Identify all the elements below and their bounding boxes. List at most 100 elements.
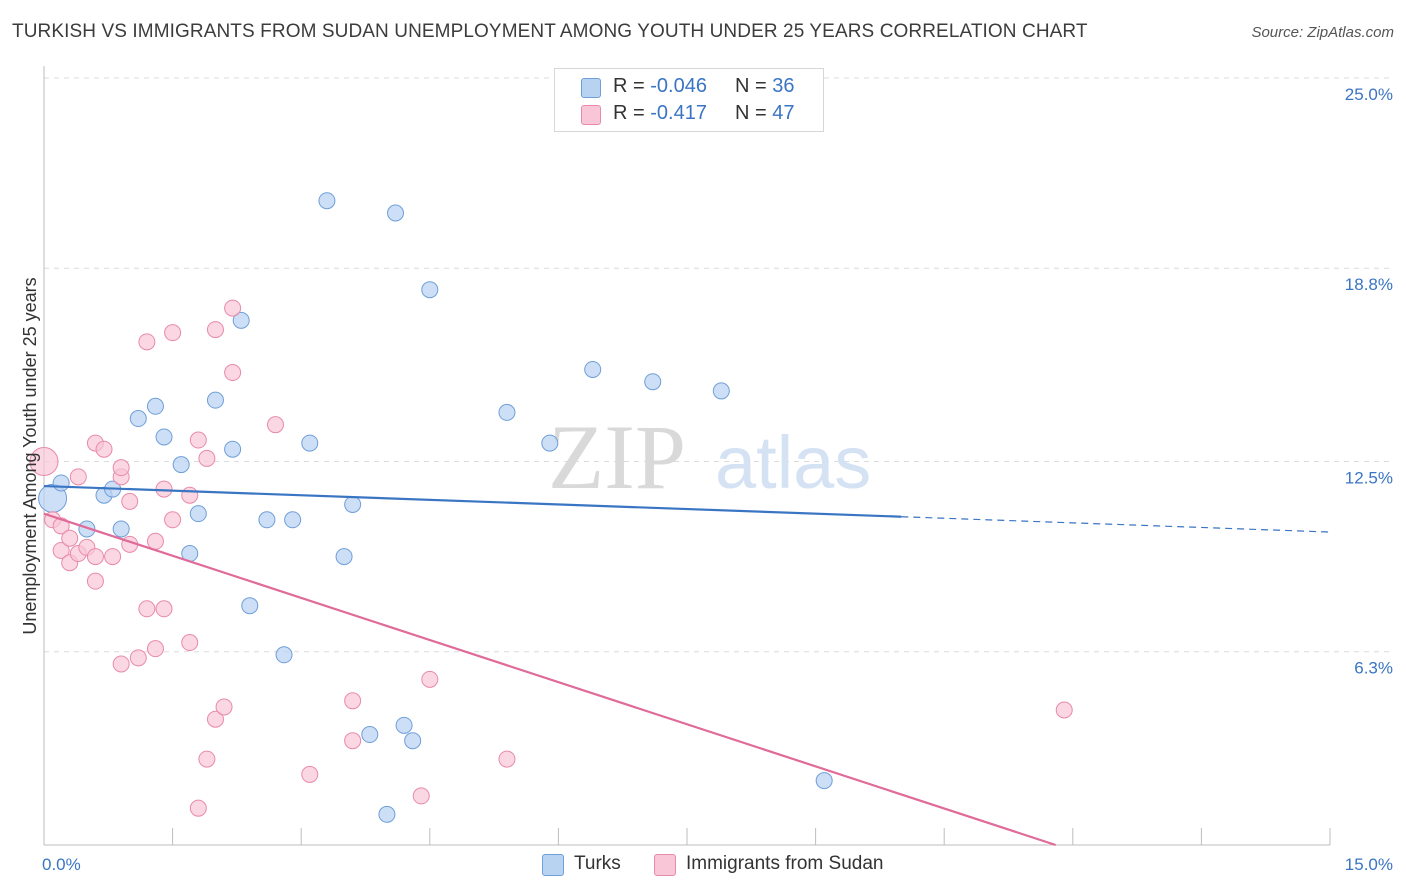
sudan-point <box>138 333 156 351</box>
sudan-point <box>138 600 156 618</box>
turks-point <box>52 474 70 492</box>
turks-point <box>224 440 242 458</box>
sudan-point <box>344 692 362 710</box>
turks-point <box>361 726 379 744</box>
sudan-point <box>215 698 233 716</box>
watermark-zip: ZIP <box>548 406 686 508</box>
trend-lines <box>43 484 1331 847</box>
sudan-point <box>198 750 216 768</box>
chart-source: Source: ZipAtlas.com <box>1251 24 1394 41</box>
legend-label-sudan: Immigrants from Sudan <box>686 853 884 874</box>
turks-point <box>155 428 173 446</box>
turks-swatch <box>542 854 564 876</box>
sudan-point <box>86 572 104 590</box>
legend-row-turks: R = -0.046 N = 36 <box>555 73 823 101</box>
turks-trend-extension <box>901 516 1331 533</box>
r-value: -0.046 <box>650 75 707 97</box>
turks-point <box>387 204 405 222</box>
legend-row-sudan: R = -0.417 N = 47 <box>555 100 823 128</box>
sudan-point <box>52 541 70 559</box>
y-tick-label: 25.0% <box>1345 85 1393 104</box>
turks-point <box>172 456 190 474</box>
legend-label-turks: Turks <box>574 853 621 874</box>
sudan-point <box>146 532 164 550</box>
turks-point <box>129 410 147 428</box>
sudan-point <box>146 640 164 658</box>
sudan-point <box>224 364 242 382</box>
sudan-point <box>206 710 224 728</box>
turks-point <box>404 732 422 750</box>
n-value: 47 <box>772 102 795 124</box>
r-label: R = <box>613 75 645 97</box>
n-text: N = 36 <box>735 75 795 98</box>
turks-swatch <box>581 78 601 98</box>
sudan-point <box>155 600 173 618</box>
turks-point <box>378 805 396 823</box>
n-text: N = 47 <box>735 102 795 125</box>
sudan-point <box>1055 701 1073 719</box>
turks-point <box>644 373 662 391</box>
sudan-swatch <box>654 854 676 876</box>
data-points <box>29 192 1073 823</box>
sudan-point <box>344 732 362 750</box>
sudan-point <box>29 447 59 476</box>
sudan-point <box>164 511 182 529</box>
sudan-trend-line <box>43 512 1056 847</box>
turks-point <box>275 646 293 664</box>
sudan-point <box>189 799 207 817</box>
turks-point <box>301 434 319 452</box>
sudan-point <box>198 449 216 467</box>
turks-point <box>318 192 336 210</box>
turks-point <box>258 511 276 529</box>
sudan-point <box>61 529 79 547</box>
sudan-point <box>121 492 139 510</box>
sudan-point <box>189 431 207 449</box>
turks-trend-line <box>43 484 902 518</box>
turks-point <box>584 360 602 378</box>
sudan-point <box>129 649 147 667</box>
sudan-point <box>421 670 439 688</box>
turks-point <box>206 391 224 409</box>
watermark: ZIP atlas <box>548 406 871 508</box>
y-tick-label: 18.8% <box>1345 275 1393 294</box>
series-legend: Turks Immigrants from Sudan <box>0 851 1406 879</box>
turks-point <box>395 716 413 734</box>
sudan-point <box>104 548 122 566</box>
turks-point <box>146 397 164 415</box>
correlation-legend: R = -0.046 N = 36 R = -0.417 N = 47 <box>554 68 824 132</box>
sudan-point <box>52 517 70 535</box>
turks-point <box>712 382 730 400</box>
sudan-point <box>164 324 182 342</box>
turks-point <box>189 505 207 523</box>
sudan-swatch <box>581 105 601 125</box>
turks-point <box>232 311 250 329</box>
sudan-point <box>86 548 104 566</box>
sudan-point <box>266 416 284 434</box>
sudan-point <box>301 765 319 783</box>
y-tick-label: 12.5% <box>1345 469 1393 488</box>
turks-point <box>344 495 362 513</box>
r-text: R = -0.417 <box>613 102 707 125</box>
y-axis-label: Unemployment Among Youth under 25 years <box>20 277 40 634</box>
r-label: R = <box>613 102 645 124</box>
turks-point <box>815 772 833 790</box>
sudan-point <box>498 750 516 768</box>
sudan-point <box>181 634 199 652</box>
turks-point <box>112 520 130 538</box>
turks-point <box>241 597 259 615</box>
turks-point <box>541 434 559 452</box>
turks-point <box>78 520 96 538</box>
sudan-point <box>112 655 130 673</box>
sudan-point <box>69 468 87 486</box>
sudan-point <box>95 440 113 458</box>
r-text: R = -0.046 <box>613 75 707 98</box>
turks-point <box>335 548 353 566</box>
sudan-point <box>181 486 199 504</box>
x-tick-label: 15.0% <box>1345 855 1393 874</box>
sudan-point <box>206 321 224 339</box>
turks-point <box>421 281 439 299</box>
tick-labels: 25.0% 18.8% 12.5% 6.3% 0.0% 15.0% <box>42 85 1393 874</box>
n-value: 36 <box>772 75 795 97</box>
n-label: N = <box>735 75 767 97</box>
